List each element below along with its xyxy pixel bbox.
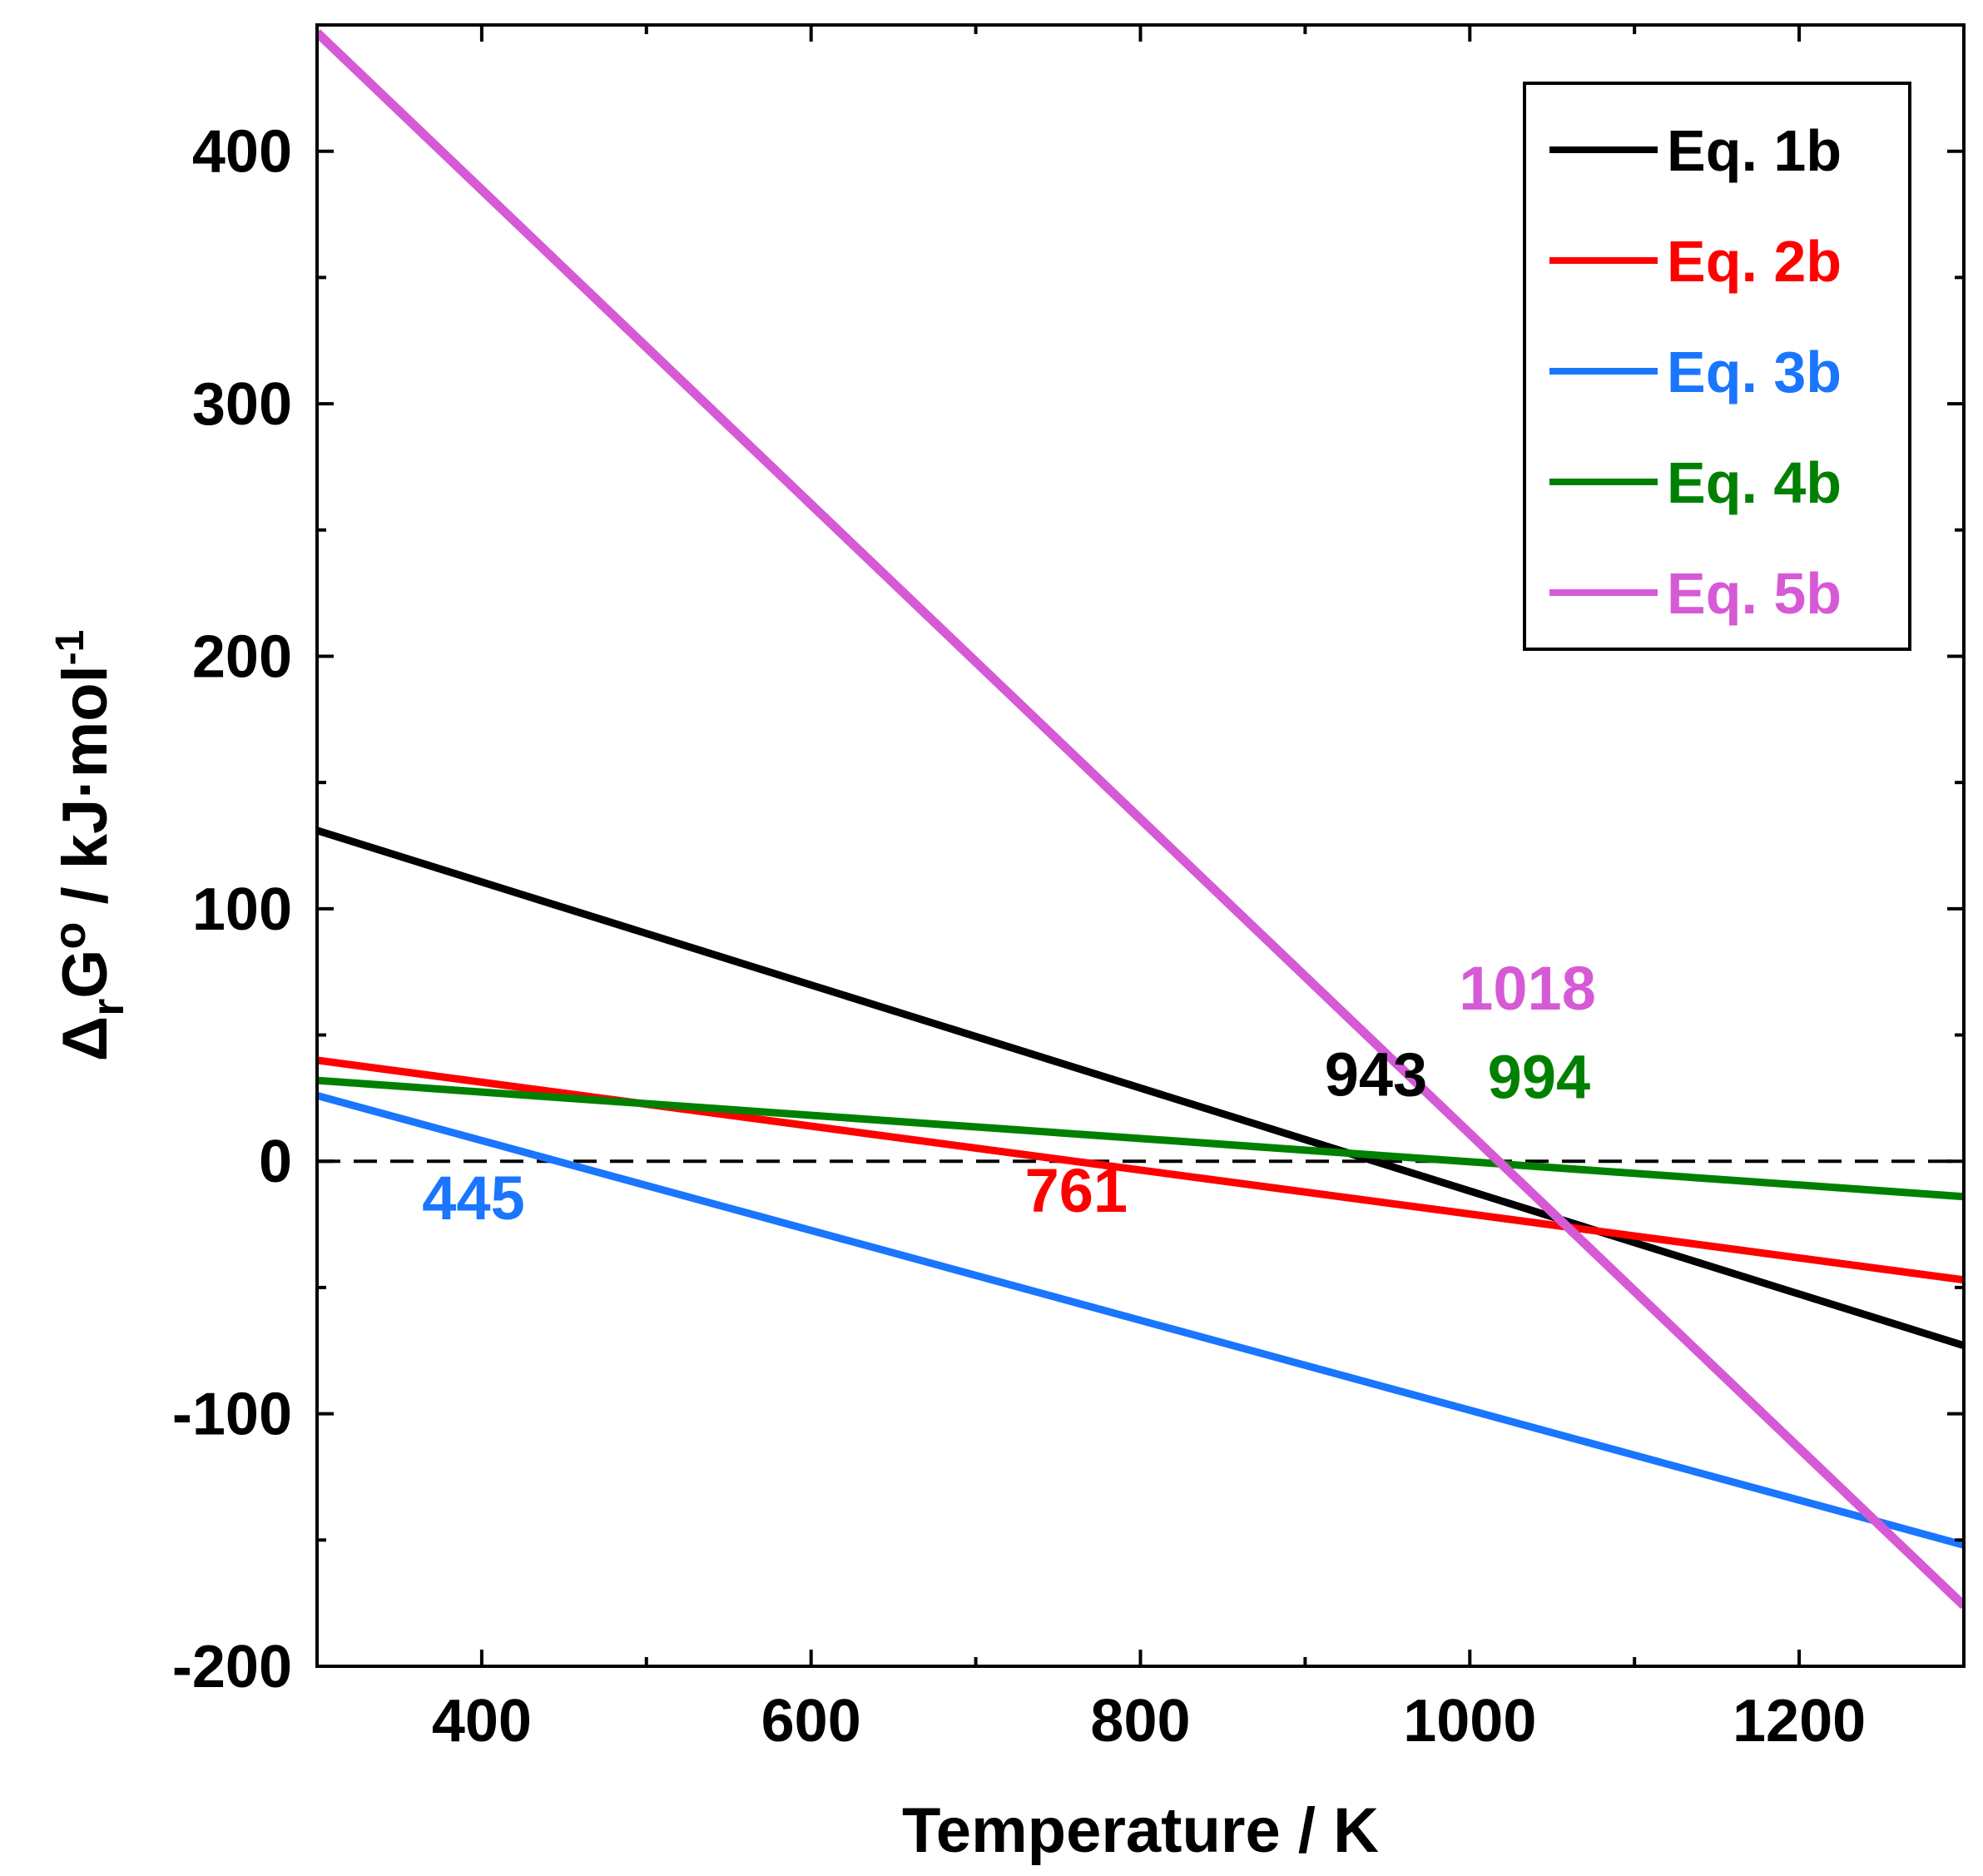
y-axis-unit-sup: -1 (48, 630, 92, 666)
legend-label: Eq. 1b (1667, 118, 1842, 183)
x-tick-label: 1200 (1733, 1688, 1866, 1754)
legend-label: Eq. 2b (1667, 229, 1842, 294)
series-line-1 (317, 826, 1964, 1349)
y-axis-sup: o (45, 922, 95, 950)
legend-box (1523, 82, 1911, 651)
x-tick-label: 800 (1090, 1688, 1190, 1754)
series-line-2 (317, 1056, 1964, 1284)
y-tick-label: -200 (172, 1634, 292, 1700)
series-line-4 (317, 1076, 1964, 1201)
y-tick-label: 200 (192, 623, 292, 690)
y-axis-title: ΔrGo / kJ·mol-1 (45, 630, 133, 1062)
x-tick-label: 400 (432, 1688, 532, 1754)
y-tick-label: 0 (259, 1129, 292, 1195)
annotation-label: 994 (1488, 1042, 1590, 1111)
y-axis-sub: r (83, 999, 133, 1016)
series-layer (317, 29, 1964, 1610)
y-axis-main: G (50, 950, 121, 999)
annotation-label: 445 (422, 1164, 524, 1233)
annotation-label: 761 (1025, 1156, 1128, 1225)
series-line-5 (317, 29, 1964, 1610)
legend-label: Eq. 4b (1667, 450, 1842, 515)
y-axis-rest: / kJ·mol (50, 665, 121, 921)
x-tick-label: 600 (761, 1688, 861, 1754)
x-axis-title: Temperature / K (902, 1795, 1379, 1866)
legend-label: Eq. 3b (1667, 340, 1842, 404)
y-tick-label: 100 (192, 876, 292, 943)
ticks-layer (317, 25, 1964, 1668)
legend: Eq. 1b Eq. 2b Eq. 3b Eq. 4b Eq. 5b (1523, 82, 1911, 651)
labels-layer: 400 600 800 1000 1200 -200 -100 0 100 200 300 400 94… (172, 119, 1866, 1754)
x-tick-label: 1000 (1403, 1688, 1536, 1754)
annotation-label: 943 (1325, 1040, 1427, 1109)
y-axis-delta: Δ (50, 1016, 121, 1062)
y-tick-label: 300 (192, 371, 292, 438)
legend-items: Eq. 1b Eq. 2b Eq. 3b Eq. 4b Eq. 5b (1549, 118, 1842, 626)
annotation-label: 1018 (1459, 954, 1596, 1023)
y-tick-label: 400 (192, 119, 292, 186)
y-tick-label: -100 (172, 1382, 292, 1448)
series-line-3 (317, 1092, 1964, 1549)
legend-label: Eq. 5b (1667, 561, 1842, 626)
